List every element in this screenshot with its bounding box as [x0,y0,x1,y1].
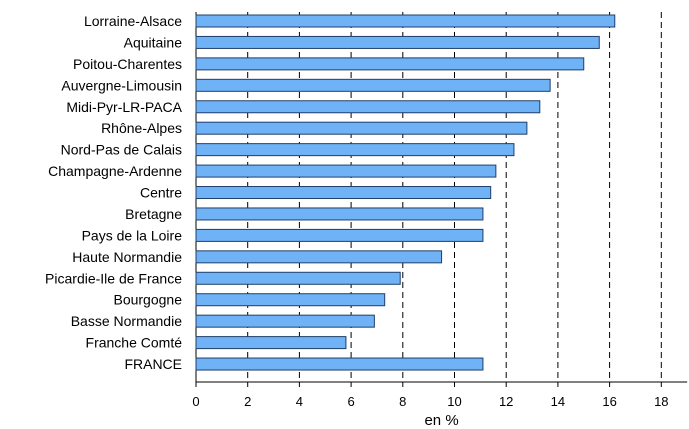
bars [195,14,616,371]
category-label-rhone-alpes: Rhône-Alpes [101,120,182,136]
x-tick-label-16: 16 [602,394,616,409]
category-labels: Lorraine-Alsace Aquitaine Poitou-Charentes… [45,13,183,372]
category-label-poitou-charentes: Poitou-Charentes [73,56,182,72]
bar-poitou-charentes [195,57,585,71]
x-tick-label-14: 14 [551,394,565,409]
bar-bretagne [195,207,484,221]
bar-franche-comte [195,336,347,350]
bar-picardie-ile-de-france [195,271,401,285]
category-label-midi-pyr-lr-paca: Midi-Pyr-LR-PACA [66,99,182,115]
x-tick-label-2: 2 [244,394,251,409]
category-label-franche-comte: Franche Comté [86,335,183,351]
bar-champagne-ardenne [195,164,497,178]
bar-pays-de-la-loire [195,228,484,242]
category-label-centre: Centre [140,185,182,201]
bar-auvergne-limousin [195,78,551,92]
category-label-auvergne-limousin: Auvergne-Limousin [61,77,182,93]
bar-rhone-alpes [195,121,528,135]
bar-aquitaine [195,35,600,49]
bar-france [195,357,484,371]
bar-midi-pyr-lr-paca [195,100,541,114]
x-ticks: 0 2 4 6 8 10 12 14 16 18 [192,382,669,409]
category-label-lorraine-alsace: Lorraine-Alsace [84,13,182,29]
bar-haute-normandie [195,250,443,264]
category-label-champagne-ardenne: Champagne-Ardenne [48,163,182,179]
bar-centre [195,186,492,200]
category-label-basse-normandie: Basse Normandie [71,313,182,329]
x-tick-label-10: 10 [447,394,461,409]
x-tick-label-0: 0 [192,394,199,409]
x-tick-label-12: 12 [499,394,513,409]
bar-lorraine-alsace [195,14,616,28]
category-label-bretagne: Bretagne [125,206,182,222]
x-tick-label-4: 4 [296,394,303,409]
bar-basse-normandie [195,314,375,328]
category-label-france: FRANCE [124,356,182,372]
x-axis-title: en % [424,412,458,429]
bar-nord-pas-de-calais [195,143,515,157]
category-label-bourgogne: Bourgogne [113,292,182,308]
category-label-picardie-ile-de-france: Picardie-Ile de France [45,270,182,286]
category-label-nord-pas-de-calais: Nord-Pas de Calais [61,142,182,158]
x-tick-label-18: 18 [654,394,668,409]
x-tick-label-6: 6 [347,394,354,409]
category-label-aquitaine: Aquitaine [124,34,183,50]
bar-bourgogne [195,293,386,307]
category-label-pays-de-la-loire: Pays de la Loire [82,227,183,243]
category-label-haute-normandie: Haute Normandie [72,249,182,265]
x-tick-label-8: 8 [399,394,406,409]
